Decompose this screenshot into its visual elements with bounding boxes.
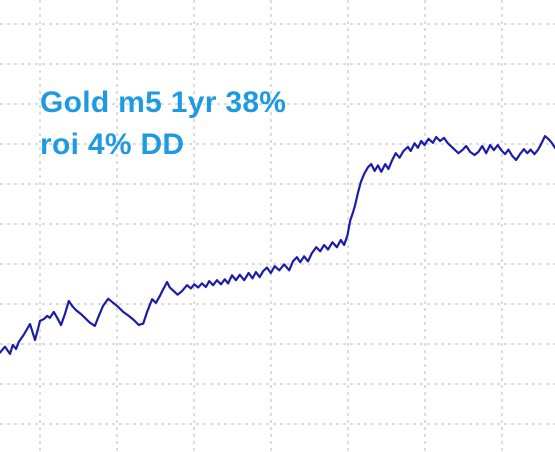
- annotation-line-1: Gold m5 1yr 38%: [40, 86, 287, 119]
- annotation-line-2: roi 4% DD: [40, 128, 185, 161]
- series-group: [0, 135, 555, 355]
- equity-line-series-0: [0, 135, 555, 355]
- chart-annotation: Gold m5 1yr 38% roi 4% DD: [40, 82, 286, 166]
